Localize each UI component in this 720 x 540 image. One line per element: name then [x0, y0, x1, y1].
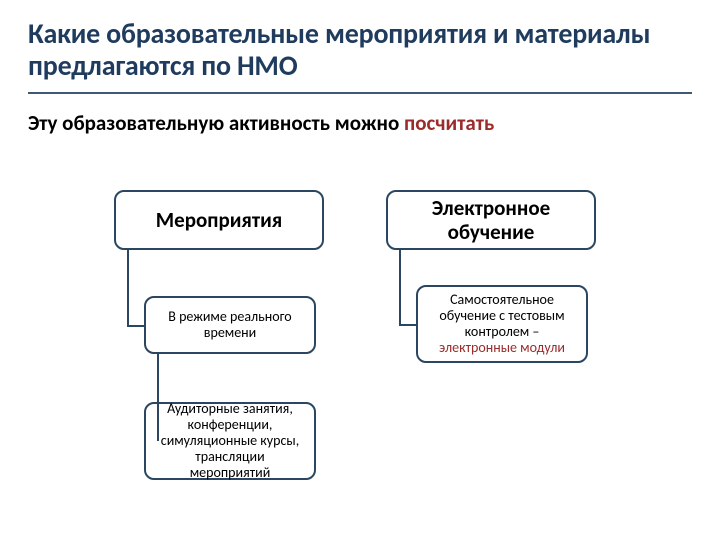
node-root-left: Мероприятия: [114, 190, 324, 250]
connector: [127, 325, 144, 327]
connector: [127, 250, 129, 325]
node-label-plain: Самостоятельное обучение с тестовым конт…: [439, 291, 564, 340]
connector: [399, 324, 416, 326]
node-child-l1: В режиме реального времени: [144, 296, 316, 354]
node-root-right: Электронное обучение: [386, 190, 596, 250]
page-title: Какие образовательные мероприятия и мате…: [28, 18, 692, 82]
subtitle-plain: Эту образовательную активность можно: [28, 110, 404, 136]
slide: Какие образовательные мероприятия и мате…: [0, 0, 720, 540]
title-rule: [28, 92, 692, 94]
subtitle-accent: посчитать: [404, 110, 494, 136]
node-child-r1: Самостоятельное обучение с тестовым конт…: [416, 285, 588, 363]
node-child-l2: Аудиторные занятия, конференции, симуляц…: [144, 402, 316, 480]
node-label-accent: электронные модули: [439, 339, 565, 356]
connector: [399, 250, 401, 324]
hierarchy-tree: Мероприятия Электронное обучение В режиме …: [0, 190, 720, 530]
connector: [157, 354, 159, 441]
subtitle: Эту образовательную активность можно пос…: [28, 110, 692, 136]
